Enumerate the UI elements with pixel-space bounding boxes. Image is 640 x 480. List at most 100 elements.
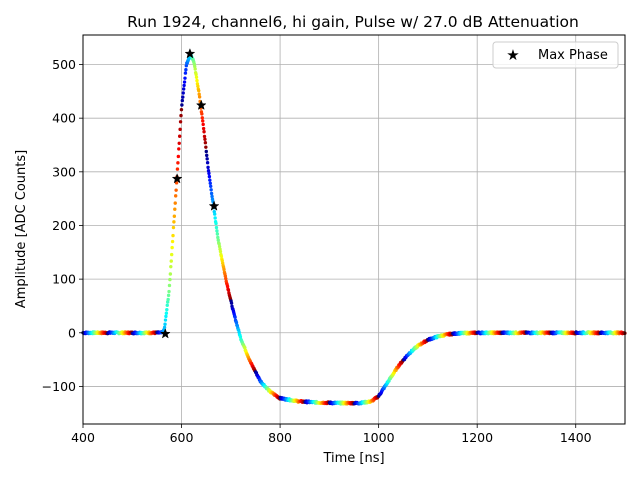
data-point: [197, 88, 201, 93]
max-phase-star: [184, 48, 196, 59]
data-point: [177, 134, 182, 138]
chart-title: Run 1924, channel6, hi gain, Pulse w/ 27…: [127, 13, 579, 31]
data-point: [213, 212, 217, 216]
data-point: [229, 301, 234, 305]
data-point: [181, 87, 186, 91]
data-point: [243, 345, 247, 350]
data-point: [201, 126, 206, 131]
x-axis-ticks: 400 600 800 1000 1200 1400: [71, 424, 592, 445]
data-point: [168, 272, 173, 276]
max-phase-star: [171, 173, 183, 184]
y-tick-label: −100: [42, 379, 76, 394]
data-point: [209, 184, 213, 188]
max-phase-star: [208, 200, 220, 211]
data-point: [182, 83, 186, 88]
plot-frame: [82, 34, 626, 425]
data-point: [163, 318, 168, 322]
data-point: [171, 225, 176, 230]
x-tick-label: 600: [170, 430, 194, 445]
data-point: [200, 112, 204, 116]
data-point: [173, 194, 178, 198]
data-point: [177, 147, 181, 151]
max-phase-markers: [159, 48, 220, 339]
x-tick-label: 1000: [363, 430, 395, 445]
data-point: [181, 91, 185, 95]
data-point: [238, 335, 243, 339]
legend-label: Max Phase: [538, 48, 608, 63]
data-point: [173, 201, 177, 205]
data-point: [214, 225, 219, 230]
data-point: [216, 235, 220, 240]
data-point: [197, 92, 201, 96]
data-point: [167, 283, 172, 288]
data-point: [215, 229, 219, 233]
legend: ★ Max Phase: [492, 41, 619, 69]
data-point: [215, 232, 220, 236]
data-points: [81, 51, 627, 406]
data-point: [208, 178, 212, 182]
data-point: [179, 113, 183, 118]
data-point: [170, 239, 175, 244]
data-point: [169, 252, 174, 257]
data-point: [205, 153, 209, 158]
data-point: [180, 103, 184, 107]
data-point: [197, 95, 202, 99]
data-point: [209, 191, 214, 196]
data-point: [204, 145, 208, 149]
data-point: [203, 137, 207, 141]
x-tick-label: 800: [268, 430, 292, 445]
x-tick-label: 400: [71, 430, 95, 445]
data-point: [216, 238, 220, 242]
data-point: [169, 264, 173, 269]
data-point: [222, 267, 226, 272]
data-point: [165, 307, 169, 312]
data-point: [209, 188, 213, 192]
y-tick-label: 0: [68, 325, 76, 340]
data-point: [167, 289, 171, 294]
data-point: [205, 160, 210, 165]
data-point: [180, 98, 185, 103]
data-point: [171, 233, 175, 238]
data-point: [234, 320, 239, 325]
y-axis-ticks: −100 0 100 200 300 400 500: [42, 57, 83, 394]
data-point: [193, 67, 197, 71]
data-point: [233, 315, 237, 319]
max-phase-star: [195, 99, 207, 110]
data-point: [217, 242, 221, 246]
data-point: [169, 259, 173, 263]
data-point: [184, 68, 188, 72]
x-tick-label: 1400: [560, 430, 592, 445]
data-point: [176, 161, 180, 165]
data-point: [202, 134, 207, 139]
data-point: [182, 80, 187, 84]
y-tick-label: 100: [52, 272, 76, 287]
data-point: [176, 154, 181, 159]
data-point: [203, 141, 208, 145]
data-point: [181, 95, 185, 99]
data-point: [165, 303, 169, 307]
data-point: [166, 293, 171, 298]
data-point: [218, 249, 223, 254]
max-phase-star: [159, 328, 171, 339]
data-point: [173, 207, 177, 211]
data-point: [168, 277, 172, 282]
data-point: [213, 216, 217, 220]
data-point: [196, 84, 200, 88]
data-point: [201, 119, 205, 123]
data-point: [162, 325, 167, 330]
x-axis-label: Time [ns]: [322, 451, 384, 466]
data-point: [174, 188, 178, 192]
data-point: [207, 174, 212, 179]
legend-box: [492, 41, 619, 69]
legend-star-marker: ★: [506, 46, 519, 64]
data-point: [225, 284, 230, 289]
data-point: [178, 127, 182, 132]
data-point: [166, 297, 170, 302]
grid-lines: [82, 35, 625, 424]
data-point: [208, 181, 212, 185]
data-point: [164, 311, 169, 315]
y-tick-label: 200: [52, 218, 76, 233]
data-point: [164, 314, 168, 319]
data-point: [183, 71, 188, 75]
